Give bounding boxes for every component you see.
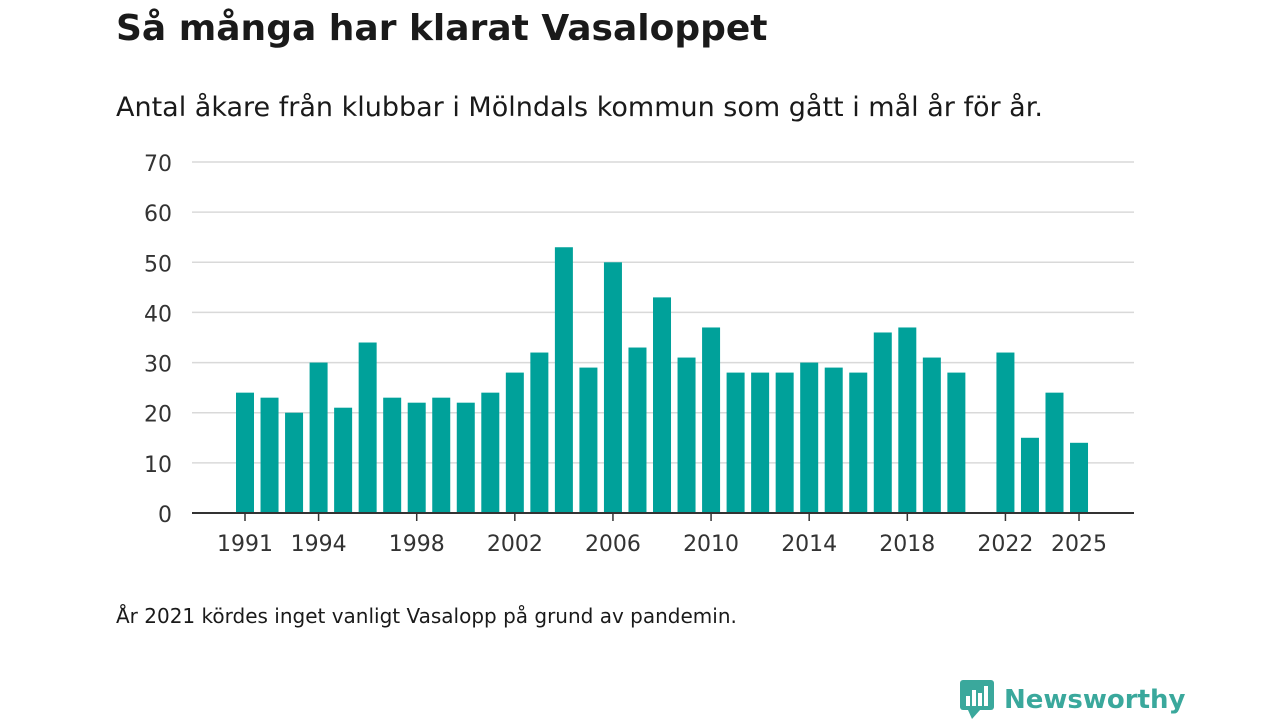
bar <box>407 402 426 513</box>
bar <box>432 397 451 513</box>
bar <box>775 372 794 513</box>
x-tick-label: 1991 <box>217 532 273 557</box>
bar <box>653 297 672 513</box>
chart-footnote: År 2021 kördes inget vanligt Vasalopp på… <box>116 604 737 628</box>
x-tick-label: 2014 <box>781 532 837 557</box>
bar <box>898 327 917 513</box>
bar <box>456 402 475 513</box>
bar <box>849 372 868 513</box>
bar <box>1045 392 1064 513</box>
y-tick-label: 60 <box>144 202 172 227</box>
bar <box>1020 437 1039 513</box>
bar <box>628 347 647 513</box>
bar <box>481 392 500 513</box>
bar <box>530 352 549 513</box>
x-tick-label: 2018 <box>879 532 935 557</box>
y-tick-label: 50 <box>144 252 172 277</box>
bar <box>309 362 328 513</box>
bar <box>236 392 254 513</box>
newsworthy-logo-icon <box>960 680 994 719</box>
bar <box>260 397 279 513</box>
bar <box>358 342 377 513</box>
y-tick-label: 30 <box>144 353 172 378</box>
x-tick-label: 1994 <box>291 532 347 557</box>
bar <box>922 357 941 513</box>
bar <box>285 412 304 513</box>
bar <box>579 367 598 513</box>
chart-title: Så många har klarat Vasaloppet <box>116 8 768 49</box>
bar <box>726 372 745 513</box>
x-tick-label: 2006 <box>585 532 641 557</box>
x-tick-label: 2025 <box>1051 532 1107 557</box>
bar <box>1070 442 1089 513</box>
brand-name: Newsworthy <box>1004 685 1186 715</box>
bar-chart: 0 10 20 30 40 50 60 70 1991 1994 1998 2002 2006 2010 2… <box>144 152 1134 557</box>
bar <box>996 352 1015 513</box>
bar <box>677 357 696 513</box>
bar <box>603 262 622 513</box>
bar <box>383 397 402 513</box>
bar <box>702 327 721 513</box>
y-tick-label: 70 <box>144 152 172 177</box>
bar <box>947 372 966 513</box>
chart-subtitle: Antal åkare från klubbar i Mölndals komm… <box>116 92 1043 123</box>
brand: Newsworthy <box>960 680 1185 720</box>
x-tick-label: 2010 <box>683 532 739 557</box>
bar <box>873 332 892 513</box>
bar <box>824 367 843 513</box>
y-tick-label: 20 <box>144 403 172 428</box>
x-tick-label: 2022 <box>977 532 1033 557</box>
bar <box>505 372 524 513</box>
x-tick-label: 1998 <box>389 532 445 557</box>
bar <box>554 247 573 513</box>
y-tick-label: 0 <box>158 503 172 528</box>
x-tick-label: 2002 <box>487 532 543 557</box>
y-tick-label: 40 <box>144 302 172 327</box>
bar <box>334 407 353 513</box>
bar <box>800 362 819 513</box>
bar <box>751 372 770 513</box>
y-tick-label: 10 <box>144 453 172 478</box>
